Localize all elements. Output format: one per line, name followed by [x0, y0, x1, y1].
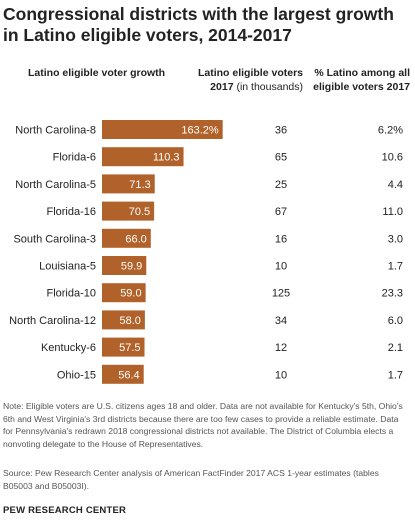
pct-value: 6.0 — [388, 315, 403, 327]
column-header-growth-text: Latino eligible voter growth — [28, 67, 166, 79]
bar — [102, 228, 151, 248]
pct-value: 1.7 — [388, 369, 403, 381]
column-header-voters-main: Latino eligible voters — [197, 67, 303, 79]
bar-value-label: 70.5 — [129, 206, 150, 218]
voters-value: 16 — [275, 233, 287, 245]
category-label: North Carolina-12 — [9, 315, 96, 327]
voters-value: 65 — [275, 152, 287, 164]
pct-value: 23.3 — [382, 288, 403, 300]
bar-value-label: 59.0 — [120, 288, 141, 300]
bar-value-label: 58.0 — [119, 315, 140, 327]
bar — [102, 364, 144, 384]
column-header-pct-line1: % Latino among all — [314, 67, 410, 79]
pct-value: 10.6 — [382, 152, 403, 164]
category-label: South Carolina-3 — [13, 233, 96, 245]
column-header-pct: % Latino among all eligible voters 2017 — [300, 66, 410, 94]
bar — [102, 256, 147, 275]
column-header-voters-year: 2017 — [210, 81, 234, 93]
bar — [102, 337, 145, 357]
bar-value-label: 66.0 — [125, 233, 146, 245]
column-header-growth: Latino eligible voter growth — [28, 66, 165, 80]
category-label: Louisiana-5 — [39, 261, 96, 273]
pct-value: 3.0 — [388, 233, 403, 245]
category-label: North Carolina-5 — [15, 179, 96, 191]
pct-value: 4.4 — [388, 179, 403, 191]
column-header-voters-unit: (in thousands) — [236, 81, 303, 93]
bar — [102, 201, 155, 221]
pct-value: 1.7 — [388, 261, 403, 273]
bar-value-label: 56.4 — [118, 369, 139, 381]
pct-value: 2.1 — [388, 342, 403, 354]
column-header-voters: Latino eligible voters 2017 (in thousand… — [183, 66, 303, 94]
category-label: Florida-16 — [46, 206, 96, 218]
column-header-pct-line2: eligible voters 2017 — [313, 81, 410, 93]
bar — [102, 174, 155, 194]
voters-value: 25 — [275, 179, 287, 191]
bar — [102, 147, 184, 167]
category-label: North Carolina-8 — [15, 125, 96, 137]
category-label: Ohio-15 — [57, 369, 96, 381]
bar — [102, 310, 145, 330]
chart-source: Source: Pew Research Center analysis of … — [3, 468, 379, 491]
voters-value: 34 — [275, 315, 287, 327]
brand-logo-text: PEW RESEARCH CENTER — [3, 505, 127, 516]
bar-value-label: 163.2% — [181, 125, 219, 137]
bar-value-label: 110.3 — [153, 152, 180, 164]
chart-title: Congressional districts with the largest… — [3, 4, 394, 45]
category-label: Kentucky-6 — [41, 342, 96, 354]
bar — [102, 283, 146, 303]
voters-value: 67 — [275, 206, 287, 218]
voters-value: 36 — [275, 125, 287, 137]
pct-value: 6.2% — [378, 125, 403, 137]
category-label: Florida-10 — [46, 288, 96, 300]
bar — [102, 120, 223, 139]
category-label: Florida-6 — [53, 152, 96, 164]
voters-value: 125 — [272, 288, 290, 300]
pct-value: 11.0 — [382, 206, 403, 218]
voters-value: 10 — [275, 369, 287, 381]
bar-value-label: 59.9 — [121, 261, 142, 273]
bar-value-label: 57.5 — [119, 342, 140, 354]
chart-note: Note: Eligible voters are U.S. citizens … — [3, 401, 403, 449]
bar-value-label: 71.3 — [129, 179, 150, 191]
voters-value: 10 — [275, 261, 287, 273]
bar-chart: North Carolina-8 163.2% 36 6.2% Florida-6 110… — [9, 120, 403, 384]
voters-value: 12 — [275, 342, 287, 354]
